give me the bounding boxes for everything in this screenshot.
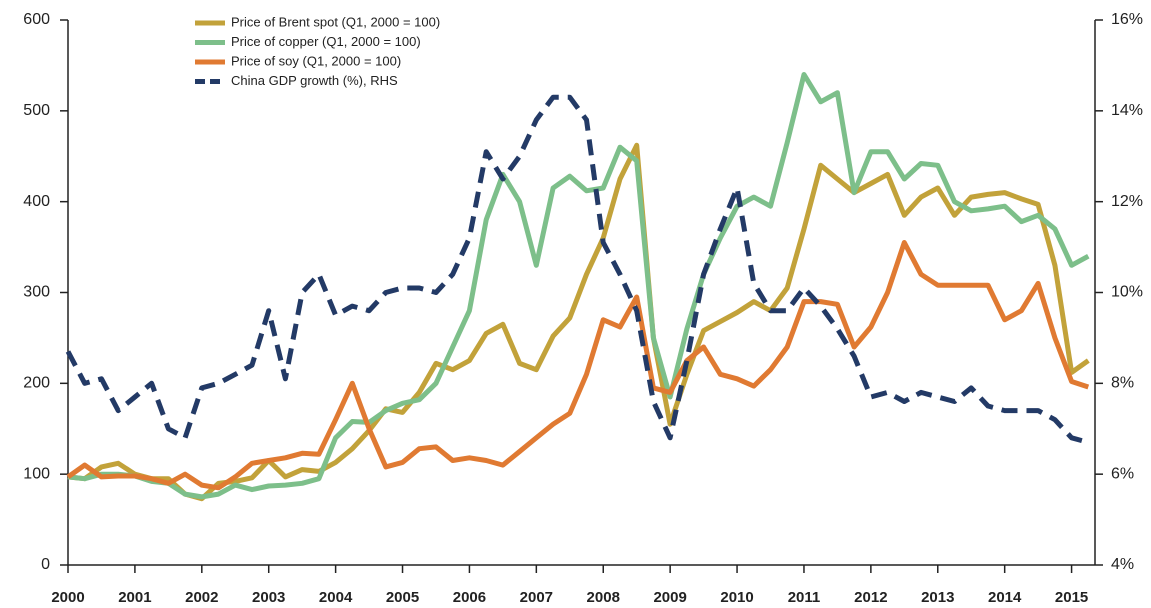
x-tick-label: 2003 (252, 589, 285, 606)
series-line (67, 72, 1090, 500)
x-tick-label: 2011 (788, 589, 821, 606)
x-tick-label: 2013 (921, 589, 954, 606)
x-tick-label: 2004 (319, 589, 353, 606)
y2-tick-label: 16% (1111, 11, 1143, 28)
legend-label: Price of Brent spot (Q1, 2000 = 100) (231, 14, 440, 29)
y2-tick-label: 12% (1111, 193, 1143, 210)
x-tick-label: 2007 (520, 589, 553, 606)
series-line (65, 94, 1089, 445)
x-tick-label: 2005 (386, 589, 419, 606)
y-tick-label: 500 (23, 102, 50, 119)
x-tick-label: 2015 (1055, 589, 1088, 606)
x-tick-label: 2014 (988, 589, 1022, 606)
series-line (66, 240, 1090, 491)
x-tick-label: 2006 (453, 589, 486, 606)
legend-label: China GDP growth (%), RHS (231, 73, 398, 88)
series-line (67, 142, 1090, 502)
legend-label: Price of copper (Q1, 2000 = 100) (231, 34, 421, 49)
y-tick-label: 400 (23, 193, 50, 210)
legend-label: Price of soy (Q1, 2000 = 100) (231, 53, 401, 68)
x-tick-label: 2000 (51, 589, 84, 606)
y-tick-label: 300 (23, 284, 50, 301)
x-tick-label: 2009 (653, 589, 686, 606)
y2-tick-label: 10% (1111, 284, 1143, 301)
x-tick-label: 2012 (854, 589, 887, 606)
x-tick-label: 2010 (720, 589, 753, 606)
y-tick-label: 0 (41, 556, 50, 573)
y-tick-label: 600 (23, 11, 50, 28)
y-tick-label: 200 (23, 375, 50, 392)
x-tick-label: 2001 (118, 589, 151, 606)
y2-tick-label: 14% (1111, 102, 1143, 119)
x-tick-label: 2002 (185, 589, 218, 606)
y-tick-label: 100 (23, 465, 50, 482)
y2-tick-label: 8% (1111, 375, 1134, 392)
y2-tick-label: 4% (1111, 556, 1134, 573)
y2-tick-label: 6% (1111, 465, 1134, 482)
x-tick-label: 2008 (587, 589, 620, 606)
